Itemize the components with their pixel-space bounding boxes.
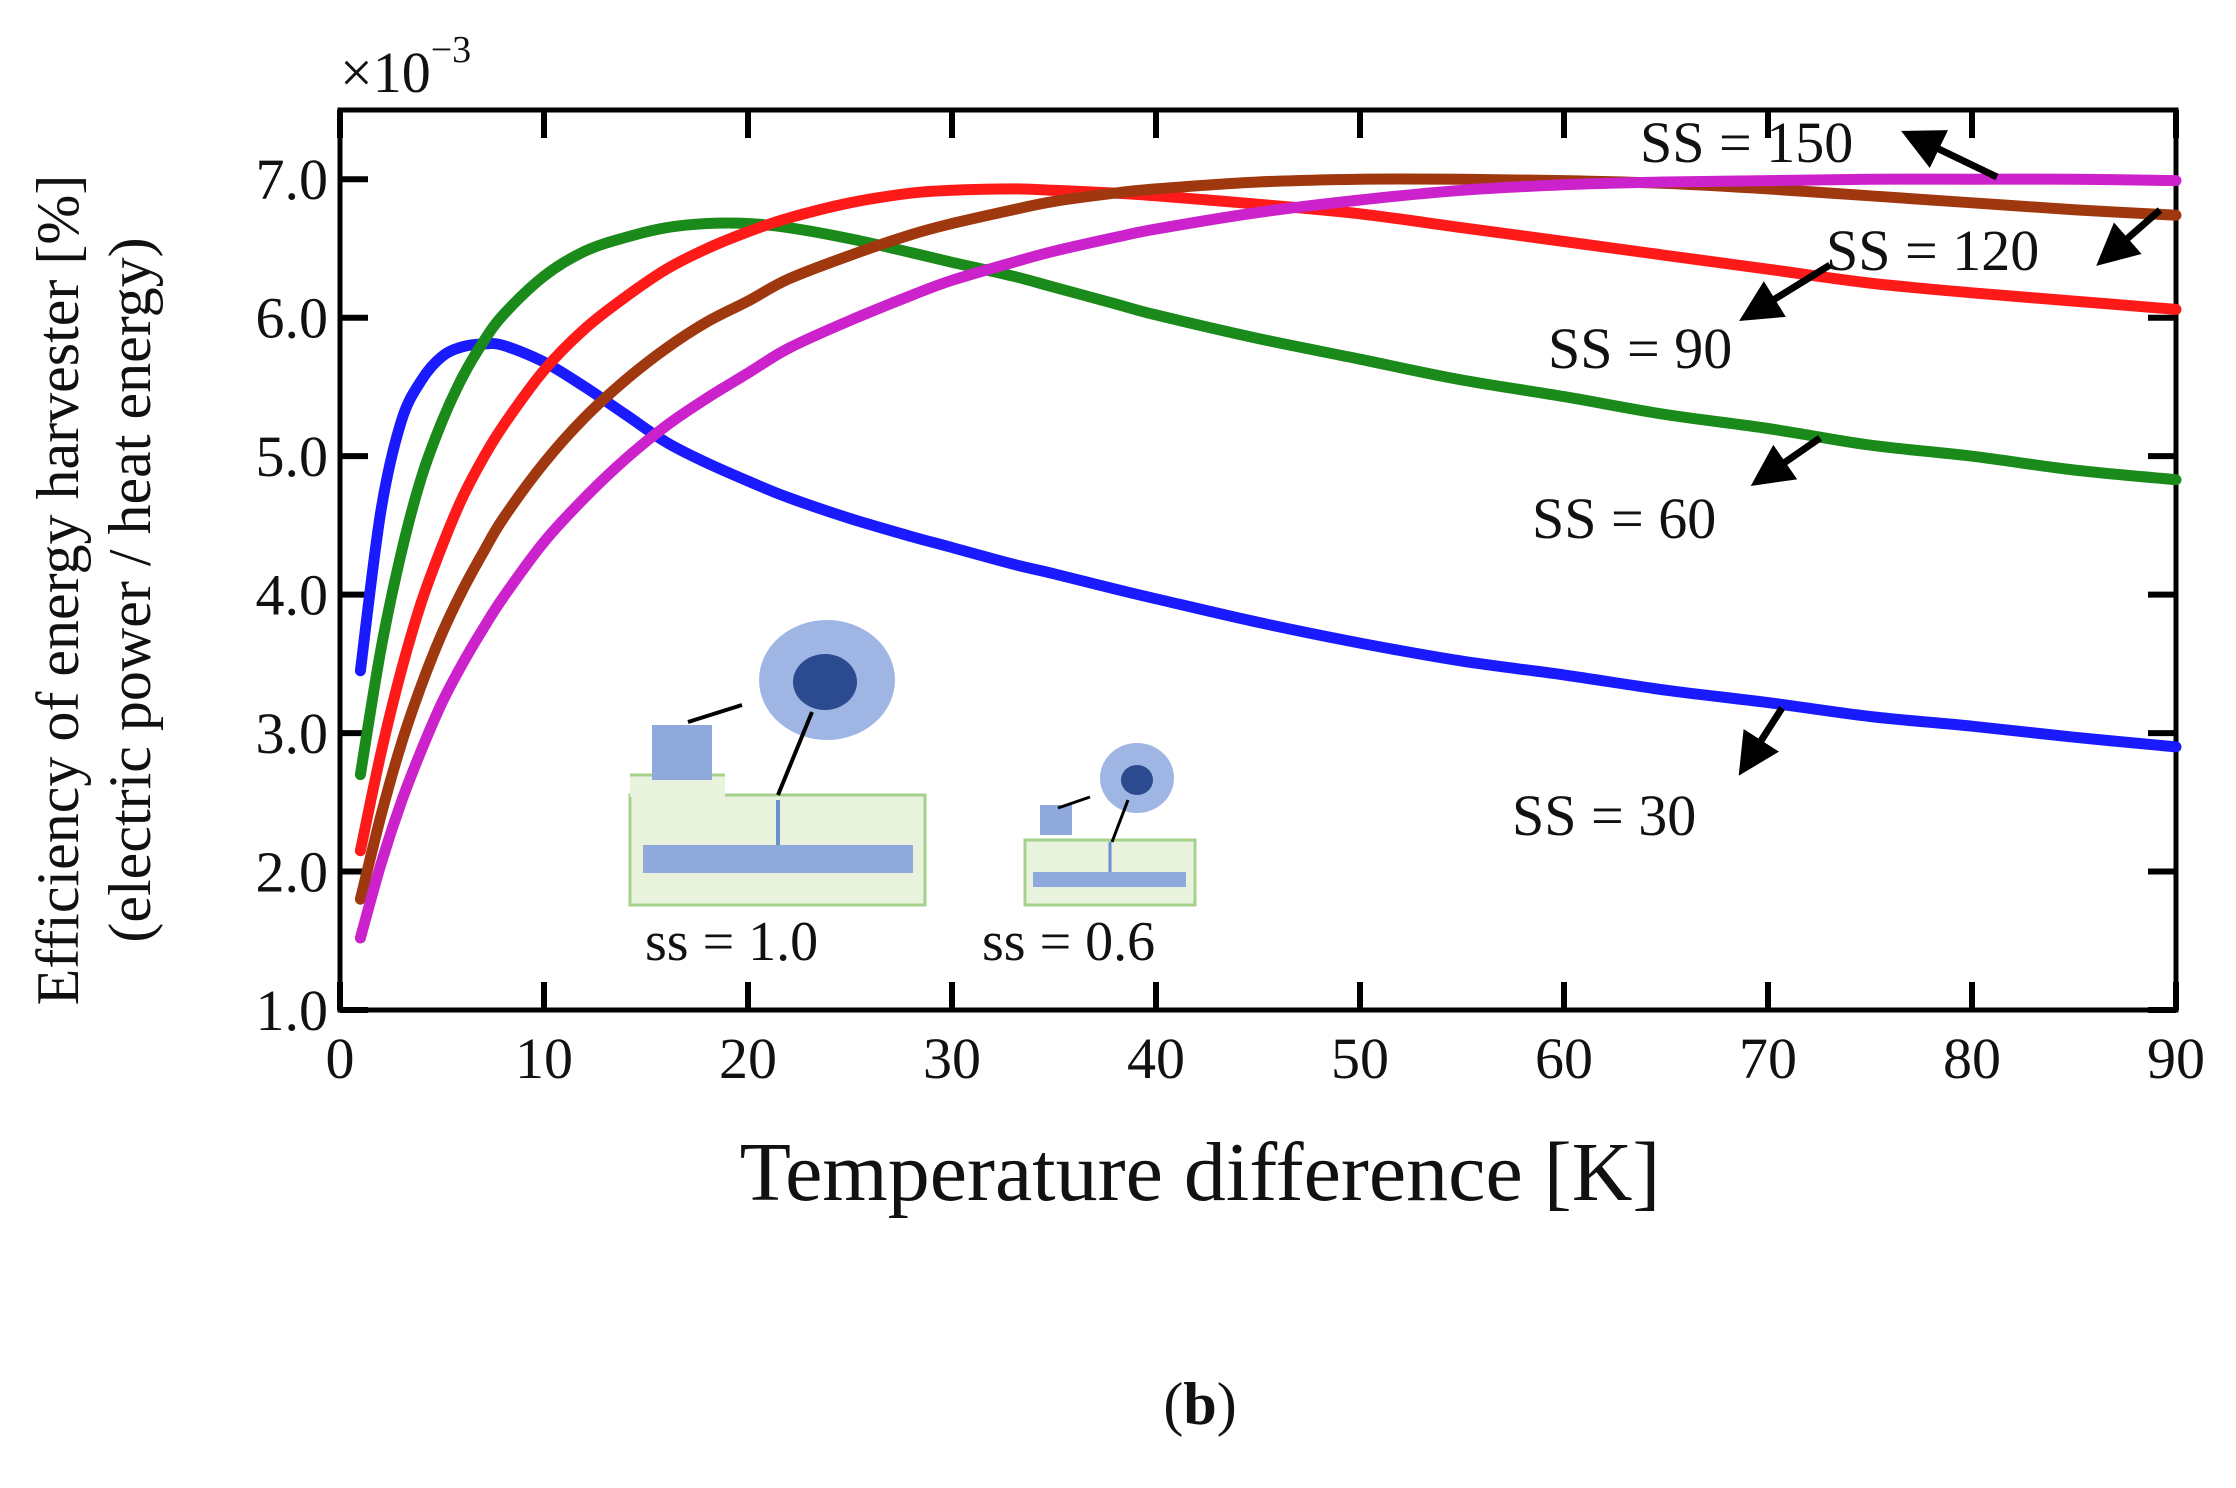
annotation-ss-90-label: SS = 90 <box>1548 316 1732 381</box>
annotation-ss-30: SS = 30 <box>1512 706 1785 848</box>
annotation-ss-60-label: SS = 60 <box>1532 486 1716 551</box>
y-tick-label: 3.0 <box>256 701 329 766</box>
panel-label: (b) <box>1163 1371 1236 1437</box>
x-axis: 0 10 20 30 40 50 60 70 80 90 <box>326 110 2205 1091</box>
x-tick-label: 80 <box>1943 1026 2001 1091</box>
inset-small-pointer-2 <box>1110 799 1130 843</box>
annotation-ss-150: SS = 150 <box>1640 110 1999 181</box>
inset-small-label: ss = 0.6 <box>982 911 1155 973</box>
annotation-ss-30-arrow <box>1738 706 1785 776</box>
x-tick-label: 60 <box>1535 1026 1593 1091</box>
panel-letter: b <box>1183 1371 1216 1437</box>
x-tick-label: 70 <box>1739 1026 1797 1091</box>
annotation-ss-150-arrow <box>1901 130 1999 181</box>
x-tick-label: 40 <box>1127 1026 1185 1091</box>
y-tick-label: 6.0 <box>256 286 329 351</box>
inset-large-pointer-1 <box>687 703 743 724</box>
inset-small-inner-circle <box>1121 765 1153 795</box>
y-multiplier: ×10−3 <box>340 29 471 105</box>
x-tick-label: 90 <box>2147 1026 2205 1091</box>
series-line-ss-150 <box>354 173 2182 944</box>
annotation-ss-120-arrow <box>2096 207 2163 266</box>
inset-large-channel <box>643 845 913 873</box>
inset-large-step <box>630 775 725 797</box>
y-tick-label: 4.0 <box>256 563 329 628</box>
inset-large-schematic: ss = 1.0 <box>628 620 927 973</box>
plot-frame <box>337 107 2179 1013</box>
inset-small-channel <box>1033 872 1186 887</box>
series-line-ss-90 <box>354 183 2182 857</box>
y-tick-label: 7.0 <box>256 147 329 212</box>
annotation-ss-90-arrow <box>1739 262 1832 322</box>
inset-small-schematic: ss = 0.6 <box>982 743 1197 973</box>
annotation-ss-120-label: SS = 120 <box>1826 218 2039 283</box>
annotation-ss-120: SS = 120 <box>1826 207 2163 283</box>
x-tick-label: 0 <box>326 1026 355 1091</box>
y-tick-label: 5.0 <box>256 424 329 489</box>
annotation-ss-60: SS = 60 <box>1532 435 1822 551</box>
x-axis-title: Temperature difference [K] <box>740 1126 1661 1219</box>
annotation-ss-90: SS = 90 <box>1548 262 1832 381</box>
annotation-ss-30-label: SS = 30 <box>1512 783 1696 848</box>
y-tick-label: 1.0 <box>256 978 329 1043</box>
inset-large-pointer-2 <box>776 711 814 796</box>
inset-large-inner-circle <box>793 654 857 710</box>
inset-small-pointer-1 <box>1057 795 1091 810</box>
annotation-ss-60-arrow <box>1750 435 1822 486</box>
series-lines <box>354 173 2182 944</box>
inset-large-block <box>652 725 712 780</box>
x-tick-label: 30 <box>923 1026 981 1091</box>
inset-large-label: ss = 1.0 <box>645 911 818 973</box>
x-tick-label: 10 <box>515 1026 573 1091</box>
y-tick-label: 2.0 <box>256 840 329 905</box>
y-axis-title-line1: Efficiency of energy harvester [%] <box>25 175 91 1006</box>
x-tick-label: 50 <box>1331 1026 1389 1091</box>
series-line-ss-30 <box>354 338 2182 753</box>
annotation-ss-150-label: SS = 150 <box>1640 110 1853 175</box>
y-multiplier-exponent: −3 <box>431 29 471 71</box>
series-line-ss-60 <box>354 217 2182 781</box>
y-axis-title-line2: (electric power / heat energy) <box>97 237 163 942</box>
x-tick-label: 20 <box>719 1026 777 1091</box>
inset-small-block <box>1040 805 1072 835</box>
y-axis: 1.0 2.0 3.0 4.0 5.0 6.0 7.0 <box>256 147 2176 1043</box>
